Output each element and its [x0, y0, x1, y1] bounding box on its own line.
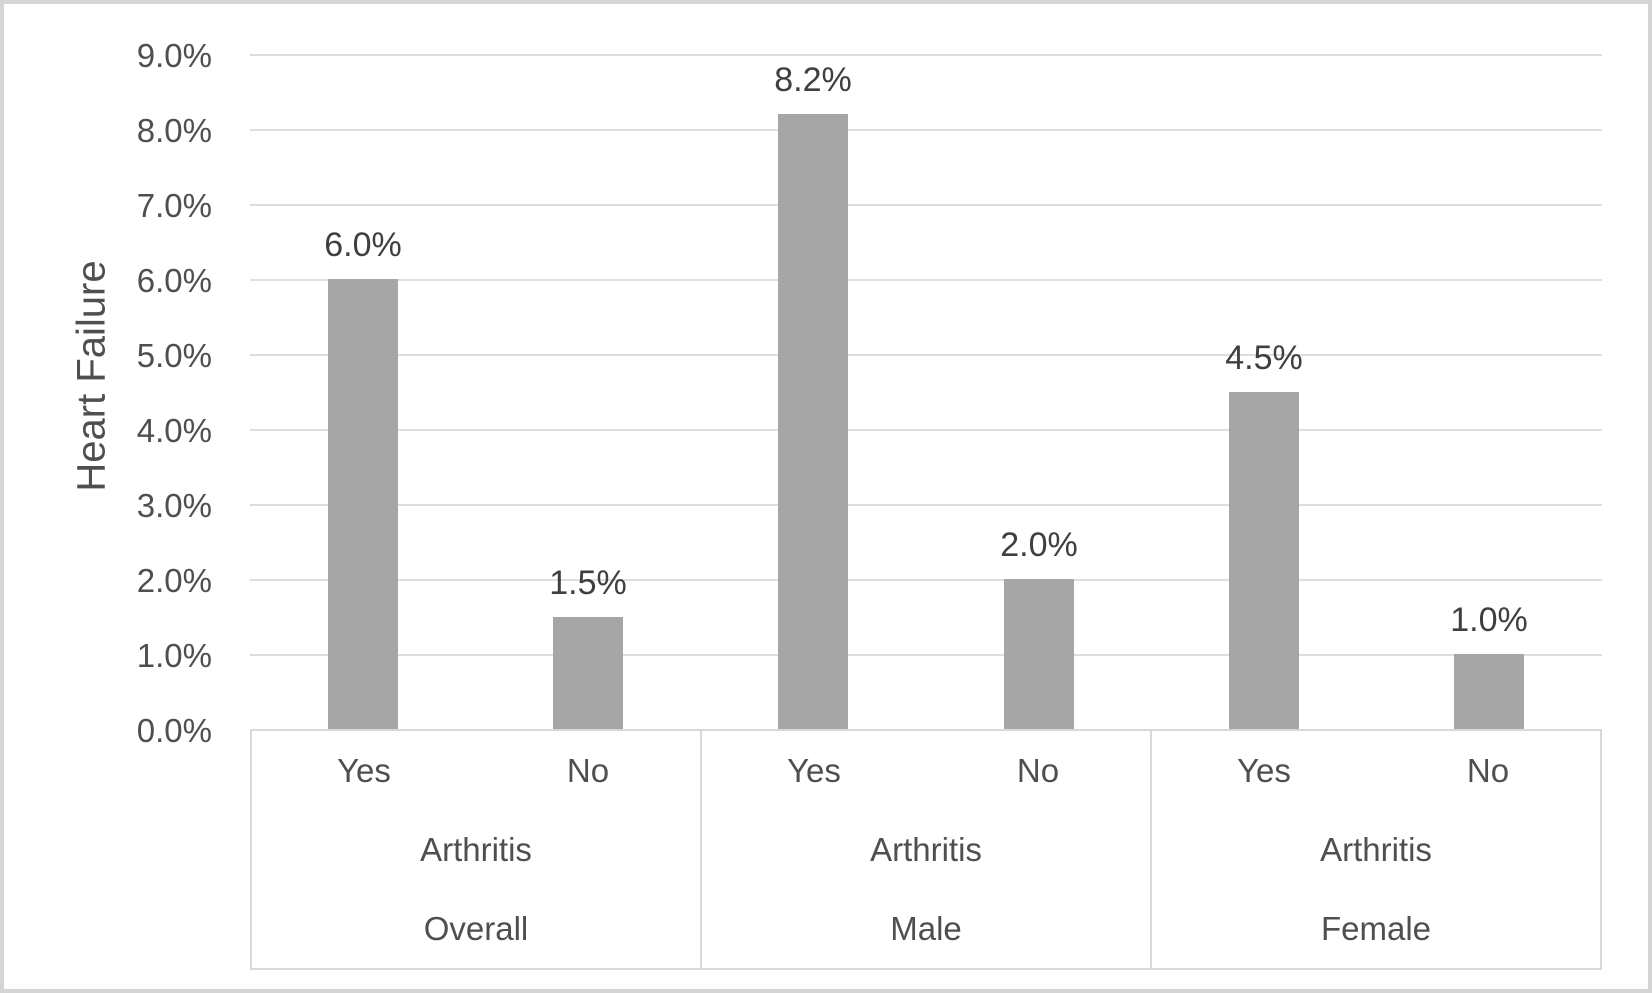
bar-overall-no: [553, 616, 623, 729]
y-tick-label: 7.0%: [136, 187, 212, 224]
y-tick-label: 3.0%: [136, 487, 212, 524]
gridline: [250, 129, 1602, 131]
category-mid-label: Arthritis: [1320, 830, 1432, 868]
plot-area: 6.0% 1.5% 8.2% 2.0% 4.5% 1.0%: [250, 54, 1602, 729]
data-label: 4.5%: [1225, 338, 1303, 377]
category-group-female: Yes No Arthritis Female: [1150, 731, 1600, 968]
y-tick-label: 4.0%: [136, 412, 212, 449]
category-leaf-row: Yes No: [252, 731, 700, 810]
gridline: [250, 54, 1602, 56]
gridline: [250, 204, 1602, 206]
category-label-no: No: [1466, 751, 1510, 789]
category-mid-label: Arthritis: [420, 830, 532, 868]
bar-female-no: [1454, 654, 1524, 729]
category-label-yes: Yes: [787, 751, 841, 789]
data-label: 1.5%: [549, 563, 627, 602]
gridline: [250, 654, 1602, 656]
category-label-no: No: [566, 751, 610, 789]
gridline: [250, 504, 1602, 506]
data-label: 1.0%: [1450, 601, 1528, 639]
y-tick-label: 8.0%: [136, 112, 212, 149]
y-tick-label: 9.0%: [136, 37, 212, 74]
y-tick-label: 6.0%: [136, 262, 212, 299]
category-leaf-row: Yes No: [702, 731, 1150, 810]
category-group-label: Male: [890, 909, 962, 947]
bar-male-yes: [778, 114, 848, 729]
y-tick-label: 2.0%: [136, 562, 212, 599]
gridline: [250, 279, 1602, 281]
category-label-yes: Yes: [337, 751, 391, 789]
category-mid-label: Arthritis: [870, 830, 982, 868]
gridline: [250, 429, 1602, 431]
category-group-male: Yes No Arthritis Male: [700, 731, 1150, 968]
y-tick-label: 1.0%: [136, 637, 212, 674]
category-group-label: Overall: [423, 909, 529, 947]
y-tick-label: 0.0%: [136, 712, 212, 749]
category-axis: Yes No Arthritis Overall Yes No Arthriti…: [250, 729, 1602, 970]
gridline: [250, 354, 1602, 356]
data-label: 2.0%: [1000, 526, 1078, 564]
category-label-no: No: [1016, 751, 1060, 789]
bar-overall-yes: [328, 279, 398, 729]
category-group-label: Female: [1320, 909, 1432, 947]
y-tick-label: 5.0%: [136, 337, 212, 374]
data-label: 6.0%: [324, 226, 402, 264]
category-group-overall: Yes No Arthritis Overall: [252, 731, 700, 968]
category-leaf-row: Yes No: [1152, 731, 1600, 810]
category-label-yes: Yes: [1237, 751, 1291, 789]
data-label: 8.2%: [774, 61, 852, 99]
gridline: [250, 579, 1602, 581]
bar-male-no: [1004, 579, 1074, 729]
bar-female-yes: [1229, 391, 1299, 729]
